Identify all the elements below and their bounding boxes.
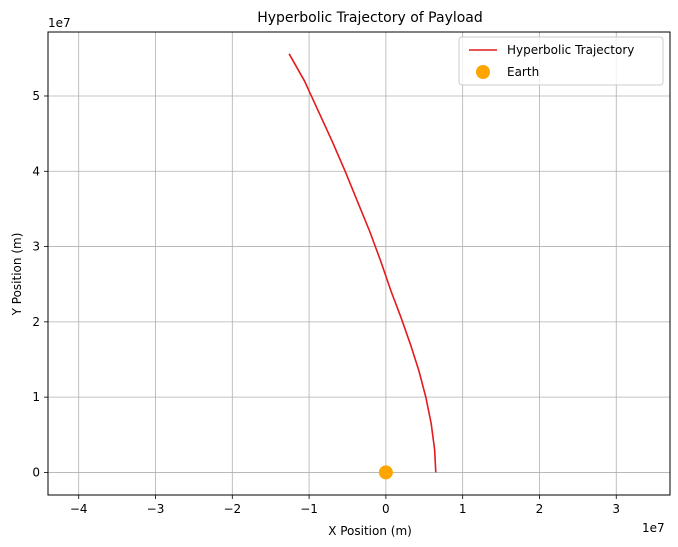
earth-point: [378, 465, 393, 480]
legend-swatch-earth: [476, 65, 490, 79]
plot-frame: [47, 31, 671, 496]
y-offset-label: 1e7: [48, 16, 71, 30]
y-tick-label: 4: [32, 164, 40, 178]
grid: [48, 32, 670, 495]
x-tick-label: −1: [300, 502, 318, 516]
legend: Hyperbolic Trajectory Earth: [458, 36, 664, 86]
x-offset-label: 1e7: [642, 521, 665, 535]
x-tick-label: 0: [382, 502, 390, 516]
legend-label-trajectory: Hyperbolic Trajectory: [507, 43, 634, 57]
y-tick-label: 0: [32, 465, 40, 479]
y-tick-label: 5: [32, 89, 40, 103]
y-tick-label: 2: [32, 315, 40, 329]
y-tick-label: 3: [32, 240, 40, 254]
x-tick-label: −4: [70, 502, 88, 516]
ticks: −4 −3 −2 −1 0 1 2 3 0 1 2 3 4 5: [32, 89, 620, 516]
x-tick-label: 2: [536, 502, 544, 516]
x-axis-label: X Position (m): [328, 524, 412, 538]
data-layer: [288, 53, 437, 480]
legend-box: [458, 36, 664, 86]
trajectory-line: [288, 53, 437, 473]
chart-title: Hyperbolic Trajectory of Payload: [257, 10, 483, 26]
legend-label-earth: Earth: [507, 65, 539, 79]
x-tick-label: −2: [223, 502, 241, 516]
x-tick-label: 1: [459, 502, 467, 516]
y-axis-label: Y Position (m): [10, 233, 24, 317]
y-tick-label: 1: [32, 390, 40, 404]
x-tick-label: 3: [612, 502, 620, 516]
x-tick-label: −3: [147, 502, 165, 516]
